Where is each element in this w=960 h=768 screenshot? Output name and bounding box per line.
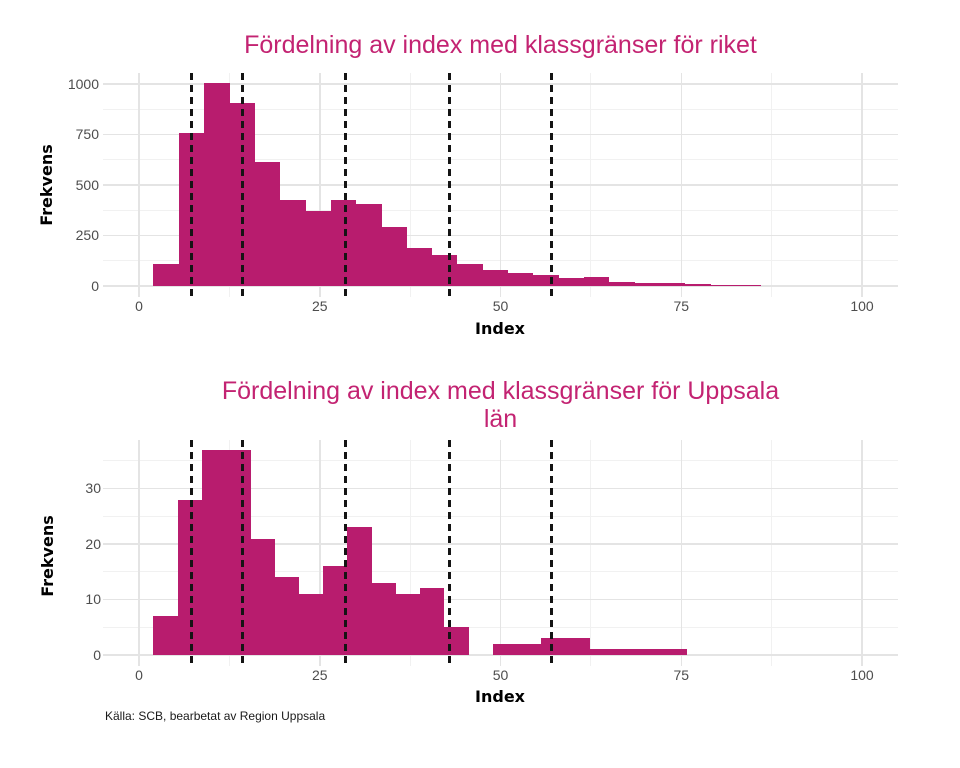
class-boundary-line bbox=[447, 439, 451, 666]
histogram-bar bbox=[583, 276, 610, 286]
y-tick-label: 250 bbox=[75, 227, 99, 243]
histogram-bar bbox=[565, 638, 590, 655]
grid-minor-x bbox=[590, 439, 592, 666]
y-tick-label: 0 bbox=[93, 646, 101, 663]
y-tick-label: 30 bbox=[85, 480, 101, 497]
y-tick-label: 1000 bbox=[67, 75, 99, 92]
grid-major-x bbox=[680, 439, 682, 666]
histogram-bar bbox=[492, 643, 518, 655]
chart-riket-panel: 0 25 50 75 100 0 250 500 750 1000 bbox=[0, 0, 960, 368]
histogram-bar bbox=[204, 83, 230, 286]
histogram-bar bbox=[406, 247, 433, 286]
histogram-bar bbox=[634, 282, 660, 286]
grid-major-x bbox=[138, 439, 140, 666]
class-boundary-line bbox=[344, 73, 348, 297]
histogram-bar bbox=[274, 577, 300, 655]
histogram-bar bbox=[419, 588, 445, 655]
histogram-bar bbox=[305, 211, 331, 286]
x-tick-label: 75 bbox=[673, 298, 690, 314]
histogram-bar bbox=[684, 284, 711, 286]
chart-uppsala-title-line1: Fördelning av index med klassgränser för… bbox=[221, 377, 780, 405]
chart-riket-xlabel: Index bbox=[475, 319, 525, 338]
histogram-bar bbox=[659, 283, 686, 286]
histogram-bar bbox=[558, 278, 584, 286]
x-tick-label: 50 bbox=[492, 667, 509, 683]
chart-uppsala-title: Fördelning av index med klassgränser för… bbox=[103, 377, 898, 433]
chart-uppsala: Fördelning av index med klassgränser för… bbox=[0, 368, 960, 768]
grid-minor-x bbox=[771, 439, 773, 666]
class-boundary-line bbox=[189, 73, 193, 297]
grid-major-x bbox=[499, 439, 502, 666]
histogram-bar bbox=[589, 649, 614, 655]
histogram-bar bbox=[662, 649, 687, 655]
histogram-bar bbox=[279, 200, 306, 286]
class-boundary-line bbox=[550, 73, 554, 297]
class-boundary-line bbox=[240, 73, 244, 297]
class-boundary-line bbox=[344, 439, 348, 666]
histogram-bar bbox=[347, 527, 372, 655]
chart-riket-title: Fördelning av index med klassgränser för… bbox=[244, 31, 757, 59]
histogram-bar bbox=[395, 594, 421, 655]
x-tick-label: 0 bbox=[135, 298, 143, 314]
histogram-bar bbox=[710, 284, 736, 286]
class-boundary-line bbox=[240, 439, 244, 666]
class-boundary-line bbox=[550, 439, 554, 666]
histogram-bar bbox=[250, 538, 275, 655]
class-boundary-line bbox=[189, 439, 193, 666]
histogram-bar bbox=[482, 269, 509, 286]
y-tick-label: 0 bbox=[91, 277, 99, 294]
grid-major-x bbox=[861, 73, 863, 297]
y-tick-label: 500 bbox=[75, 176, 99, 193]
y-tick-label: 750 bbox=[75, 126, 99, 143]
grid-major-x bbox=[319, 439, 321, 666]
histogram-bar bbox=[457, 263, 483, 286]
histogram-bar bbox=[381, 227, 407, 286]
chart-uppsala-title-line2: län bbox=[483, 405, 518, 433]
grid-major-x bbox=[319, 73, 321, 297]
histogram-bar bbox=[298, 594, 324, 655]
source-note: Källa: SCB, bearbetat av Region Uppsala bbox=[105, 709, 326, 723]
histogram-bar bbox=[323, 566, 348, 655]
grid-major-x bbox=[861, 439, 863, 666]
grid-major-x bbox=[680, 73, 682, 297]
x-tick-label: 100 bbox=[850, 667, 874, 683]
histogram-bar bbox=[735, 285, 762, 286]
histogram-bar bbox=[613, 649, 639, 655]
grid-major-x bbox=[138, 73, 140, 297]
class-boundary-line bbox=[447, 73, 451, 297]
chart-riket: Fördelning av index med klassgränser för… bbox=[0, 0, 960, 368]
histogram-bar bbox=[226, 449, 251, 655]
x-tick-label: 50 bbox=[492, 298, 509, 314]
y-tick-label: 10 bbox=[85, 591, 101, 608]
histogram-bar bbox=[507, 273, 534, 286]
histogram-bar bbox=[153, 616, 179, 655]
histogram-bar bbox=[254, 161, 281, 286]
histogram-bar bbox=[330, 200, 357, 286]
histogram-bar bbox=[608, 281, 635, 286]
histogram-bar bbox=[355, 204, 382, 286]
grid-minor-x bbox=[409, 439, 411, 666]
histogram-bar bbox=[371, 582, 396, 655]
x-tick-label: 75 bbox=[673, 667, 690, 683]
chart-uppsala-xlabel: Index bbox=[475, 687, 525, 706]
grid-major-x bbox=[499, 73, 502, 297]
histogram-bar bbox=[637, 649, 663, 655]
x-tick-label: 100 bbox=[850, 298, 874, 314]
y-tick-label: 20 bbox=[85, 535, 101, 552]
histogram-bar bbox=[431, 254, 458, 286]
histogram-bar bbox=[533, 275, 559, 286]
x-tick-label: 0 bbox=[135, 667, 143, 683]
histogram-bar bbox=[153, 263, 180, 286]
x-tick-label: 25 bbox=[311, 298, 328, 314]
histogram-bar bbox=[201, 449, 227, 655]
x-tick-label: 25 bbox=[311, 667, 328, 683]
histogram-bar bbox=[516, 643, 542, 655]
